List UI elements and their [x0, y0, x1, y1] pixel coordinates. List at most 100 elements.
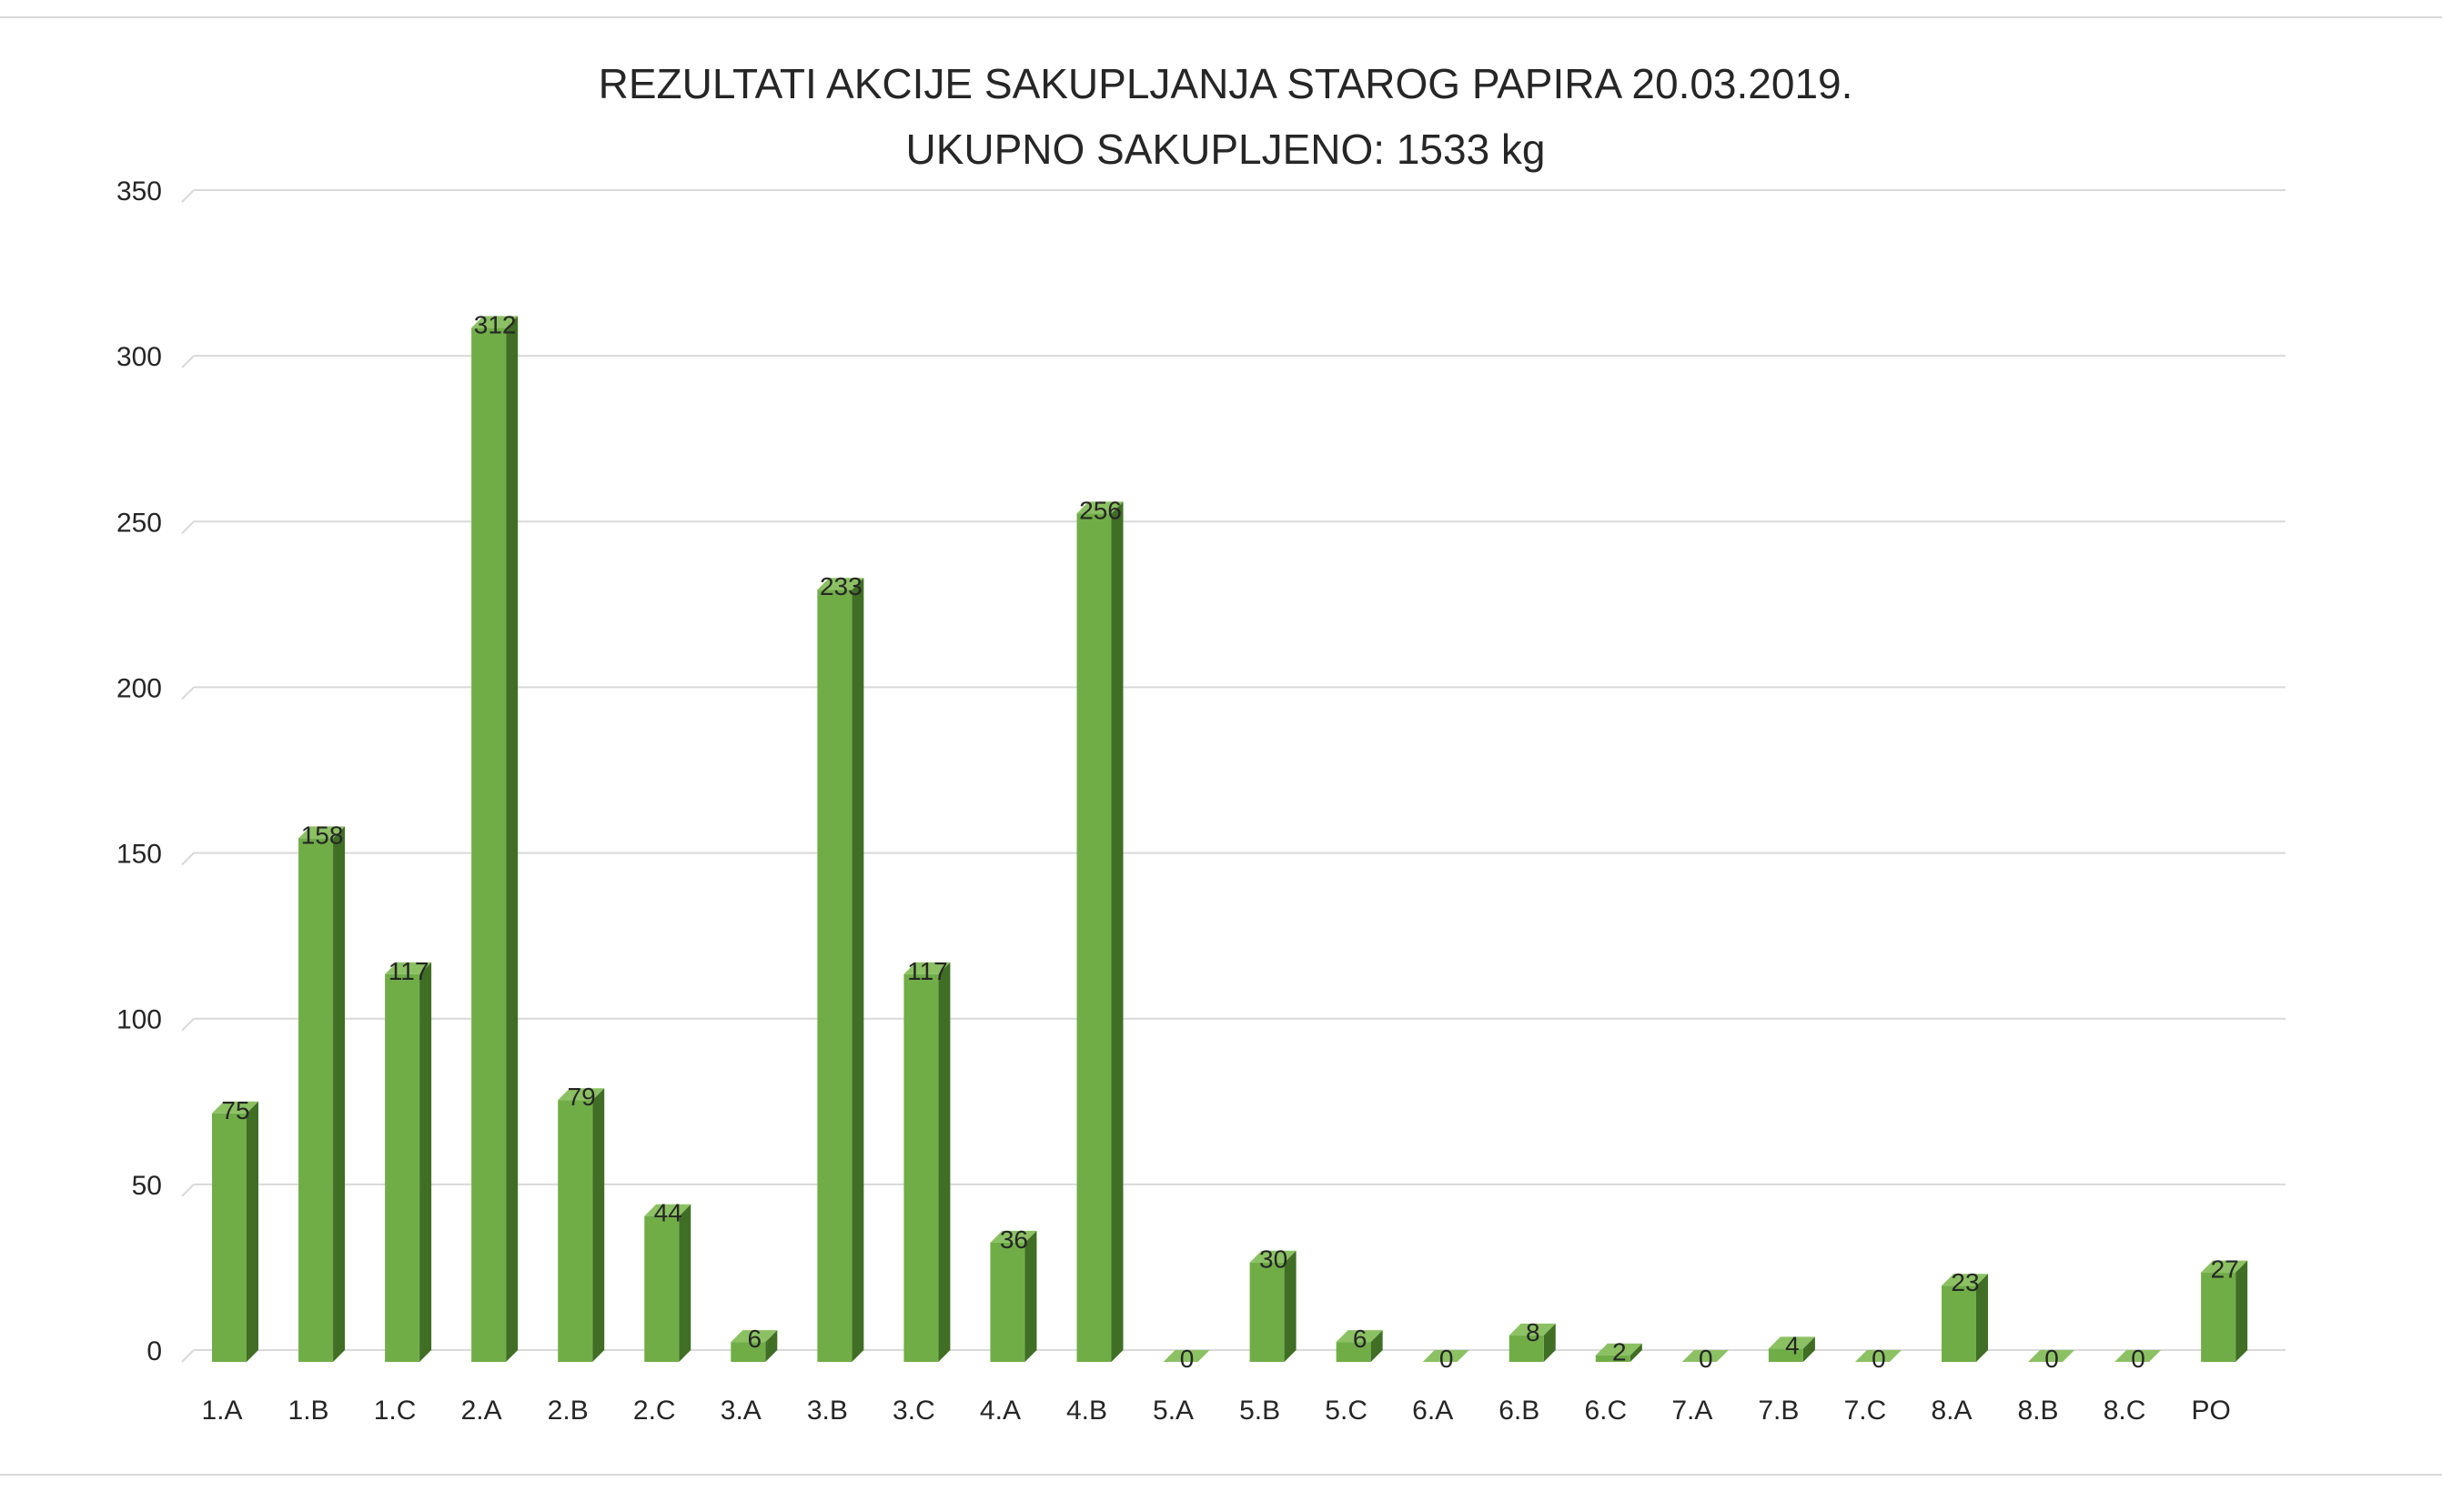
x-tick-label: 8.A	[1931, 1396, 1972, 1426]
bar	[1768, 1336, 1815, 1362]
bar-front	[1076, 513, 1112, 1362]
bar	[1942, 1274, 1988, 1362]
x-tick-label: 7.A	[1671, 1396, 1712, 1426]
x-tick-label: 7.B	[1758, 1396, 1799, 1426]
bar-side	[1976, 1274, 1988, 1362]
x-tick-label: 5.B	[1239, 1396, 1280, 1426]
data-label: 0	[2131, 1345, 2145, 1373]
y-tick-label: 250	[116, 508, 162, 538]
bar	[990, 1230, 1037, 1362]
bar-side	[592, 1088, 605, 1362]
x-tick-label: 8.C	[2104, 1396, 2146, 1426]
bar	[298, 826, 346, 1362]
y-tick-label: 300	[116, 342, 162, 372]
bar-front	[385, 973, 420, 1362]
chart-title: REZULTATI AKCIJE SAKUPLJANJA STAROG PAPI…	[599, 60, 1853, 107]
y-tick-label: 200	[116, 673, 162, 703]
gridline-depth	[181, 1018, 195, 1032]
bar-side	[1543, 1323, 1556, 1362]
bar-front	[2201, 1272, 2236, 1362]
x-axis-tick-labels: 1.A 1.B 1.C 2.A 2.B 2.C 3.A 3.B 3.C 4.A 4.B 5.A 5.B 5…	[201, 1396, 2230, 1426]
x-tick-label: 2.A	[461, 1396, 502, 1426]
data-label: 6	[1353, 1325, 1367, 1353]
data-label: 312	[474, 310, 517, 338]
bar-top	[817, 578, 864, 590]
bar-top	[1336, 1330, 1383, 1343]
bar-top	[903, 962, 951, 974]
bar	[1249, 1250, 1297, 1362]
gridline-depth	[181, 189, 195, 203]
gridline-depth	[181, 1184, 195, 1197]
chart-frame-bottom-border	[0, 1474, 2442, 1476]
data-label: 44	[654, 1199, 682, 1227]
bar	[1854, 1350, 1902, 1362]
x-tick-label: 6.C	[1584, 1396, 1627, 1426]
bar-top	[1509, 1323, 1556, 1336]
bar	[1422, 1350, 1469, 1362]
x-tick-label: 1.B	[288, 1396, 329, 1426]
bar	[1595, 1343, 1642, 1362]
data-label: 0	[2044, 1345, 2059, 1373]
gridline-depth	[181, 355, 195, 368]
bar-top	[1163, 1350, 1210, 1362]
data-label: 4	[1785, 1331, 1800, 1359]
bar-top	[471, 316, 519, 328]
bar-top	[990, 1230, 1037, 1243]
data-label: 117	[907, 957, 948, 985]
bar-side	[419, 962, 432, 1362]
x-tick-label: 7.C	[1844, 1396, 1887, 1426]
bar-top	[1595, 1343, 1642, 1356]
bar-top	[1942, 1274, 1988, 1286]
x-tick-label: 1.A	[201, 1396, 242, 1426]
bar-front	[1249, 1262, 1285, 1362]
data-label: 0	[1439, 1345, 1454, 1373]
bar-side	[1111, 501, 1124, 1362]
bar	[2114, 1350, 2162, 1362]
y-axis-tick-labels: 0 50 100 150 200 250 300 350	[116, 176, 162, 1366]
data-label: 27	[2211, 1255, 2239, 1284]
bar-side	[506, 316, 519, 1362]
bar-front	[558, 1100, 593, 1362]
bar-side	[1370, 1330, 1383, 1362]
bar-side	[1024, 1230, 1037, 1362]
data-label: 30	[1259, 1245, 1287, 1274]
bar-front	[817, 590, 853, 1362]
bar-top	[2201, 1260, 2248, 1273]
data-label: 8	[1526, 1318, 1540, 1346]
bar-front	[471, 328, 507, 1362]
bar-front	[1768, 1348, 1803, 1362]
bar-top	[1681, 1350, 1729, 1362]
bar-front	[731, 1342, 766, 1362]
gridline-depth	[181, 520, 195, 534]
data-label: 36	[1000, 1225, 1028, 1254]
gridline-depth	[181, 1349, 195, 1363]
bar	[558, 1088, 605, 1362]
bar-front	[903, 973, 939, 1362]
x-tick-label: 2.B	[548, 1396, 589, 1426]
data-label: 256	[1079, 496, 1122, 524]
bar-top	[212, 1101, 258, 1114]
y-tick-label: 0	[146, 1336, 162, 1366]
bar-top	[644, 1204, 691, 1216]
x-tick-label: 4.A	[980, 1396, 1021, 1426]
bar-side	[2235, 1260, 2248, 1362]
bar-top	[2114, 1350, 2162, 1362]
bar-front	[1942, 1285, 1976, 1362]
bar-front	[1509, 1335, 1544, 1362]
bar-front	[644, 1215, 680, 1362]
data-label: 79	[568, 1083, 596, 1111]
gridlines	[181, 189, 2286, 1363]
bar-side	[1630, 1343, 1642, 1362]
bar-top	[1854, 1350, 1902, 1362]
data-label: 75	[221, 1096, 249, 1124]
x-tick-label: 4.B	[1066, 1396, 1107, 1426]
bar-side	[1802, 1336, 1815, 1362]
bar-top	[2028, 1350, 2075, 1362]
bars	[212, 316, 2248, 1362]
data-label: 117	[388, 957, 429, 985]
data-label: 2	[1612, 1338, 1627, 1366]
bar	[1681, 1350, 1729, 1362]
y-tick-label: 350	[116, 176, 162, 207]
